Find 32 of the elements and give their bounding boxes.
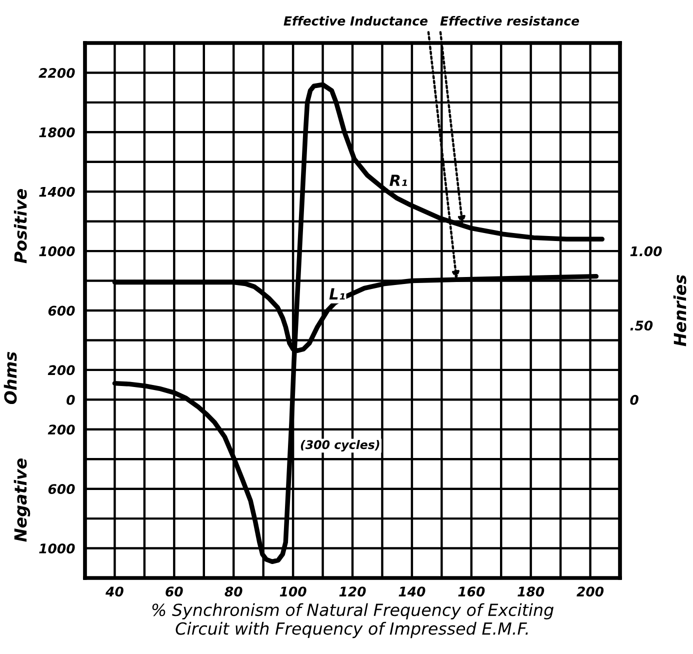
y-tick-label: 1400 [39,186,75,197]
y2-tick-label: 1.00 [630,246,662,256]
y-tick-label: 0 [66,394,75,405]
annotation: Effective resistance [440,16,580,26]
x-tick-label: 180 [518,586,544,597]
x-axis-title: % Synchronism of Natural Frequency of Exciting Circuit with Frequency of Impressed E.M.F. [152,603,554,638]
x-tick-label: 40 [106,586,124,597]
x-tick-label: 120 [339,586,366,597]
x-tick-label: 80 [224,586,242,597]
y-tick-label: 600 [48,306,75,316]
text: Positive [14,189,27,264]
y-tick-label: 2200 [38,68,75,78]
x-tick-label: 160 [458,586,485,597]
y2-tick-label: 0 [630,394,638,405]
y-tick-label: 200 [48,424,75,435]
text: Negative [14,458,30,542]
y-tick-label: 200 [48,365,75,376]
y2-axis-title: Henries [673,274,686,346]
y-tick-label: 1000 [39,246,75,256]
y-tick-label: 1000 [39,544,75,554]
y-tick-label: 1800 [39,127,75,138]
x-tick-label: 60 [166,586,183,597]
y2-tick-label: .50 [630,320,653,331]
x-tick-label: 200 [576,586,604,597]
y-axis-title: Ohms [4,352,17,404]
annotation: (300 cycles) [300,440,380,452]
series-label: R₁ [390,174,408,186]
y-tick-label: 600 [48,484,75,494]
x-tick-label: 100 [280,586,306,597]
series-label: L₁ [329,288,345,300]
annotation: Effective Inductance [284,16,428,26]
x-tick-label: 140 [398,586,426,597]
